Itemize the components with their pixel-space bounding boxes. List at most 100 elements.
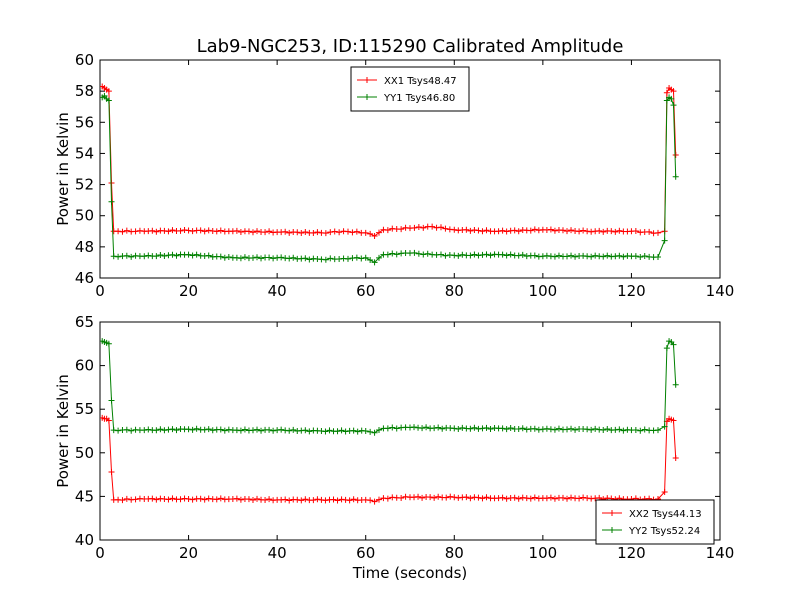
series-point	[327, 255, 334, 262]
series-point	[193, 251, 200, 258]
series-point	[241, 254, 248, 261]
series-point	[515, 426, 522, 433]
series-point	[641, 426, 648, 433]
series-point	[568, 425, 575, 432]
series-point	[495, 495, 502, 502]
series-point	[431, 425, 438, 432]
series-point	[483, 251, 490, 258]
series-point	[670, 417, 677, 424]
series-point	[128, 253, 135, 260]
series-point	[419, 425, 426, 432]
series-point	[302, 228, 309, 235]
series-point	[475, 494, 482, 501]
series-point	[442, 252, 449, 259]
series-point	[362, 229, 369, 236]
series-2	[100, 338, 679, 436]
series-point	[551, 495, 558, 502]
series-point	[302, 496, 309, 503]
legend: XX1 Tsys48.47 YY1 Tsys46.80	[350, 66, 470, 112]
series-point	[455, 252, 462, 259]
series-point	[479, 228, 486, 235]
series-point	[371, 498, 378, 505]
series-point	[398, 226, 405, 233]
series-point	[600, 253, 607, 260]
series-point	[193, 425, 200, 432]
series-point	[110, 427, 117, 434]
series-point	[237, 229, 244, 236]
x-tick-label: 40	[268, 544, 287, 562]
series-point	[362, 428, 369, 434]
series-point	[371, 429, 378, 436]
series-point	[314, 229, 321, 236]
series-point	[314, 496, 321, 503]
series-point	[123, 495, 130, 502]
series-point	[531, 425, 538, 432]
series-point	[487, 252, 494, 259]
top-panel: Lab9-NGC253, ID:115290 Calibrated Amplit…	[54, 36, 734, 300]
series-point	[511, 227, 518, 234]
series-point	[641, 253, 648, 260]
series-point	[637, 427, 644, 434]
series-point	[668, 95, 675, 102]
series-point	[105, 97, 112, 104]
series-point	[290, 426, 297, 433]
series-point	[411, 249, 418, 256]
series-point	[612, 253, 619, 260]
series-point	[254, 495, 261, 502]
series-point	[527, 495, 534, 502]
series-point	[110, 253, 117, 260]
series-point	[547, 226, 554, 233]
series-point	[580, 227, 587, 234]
series-point	[327, 229, 334, 236]
bottom-panel: Power in Kelvin Time (seconds) 0 20 40 60 80…	[54, 313, 734, 582]
series-point	[672, 173, 679, 180]
series-point	[415, 493, 422, 500]
series-point	[350, 496, 357, 503]
series-point	[580, 494, 587, 501]
series-point	[286, 229, 293, 236]
series-point	[655, 253, 661, 260]
series-point	[221, 254, 228, 261]
legend-marker	[364, 77, 370, 83]
series-point	[353, 228, 360, 235]
series-point	[371, 259, 378, 266]
series-point	[632, 227, 639, 234]
series-point	[254, 426, 261, 433]
series-point	[584, 426, 591, 433]
series-point	[334, 428, 341, 435]
series-point	[177, 227, 184, 234]
x-tick-label: 60	[356, 544, 375, 562]
series-point	[345, 228, 351, 235]
series-point	[576, 495, 583, 502]
series-point	[185, 251, 192, 258]
series-point	[451, 494, 458, 501]
series-point	[389, 424, 396, 431]
series-point	[632, 253, 639, 260]
series-point	[367, 230, 374, 237]
series-point	[588, 426, 595, 433]
series-point	[254, 228, 261, 235]
legend-marker	[364, 94, 370, 100]
series-point	[515, 252, 522, 259]
series-point	[286, 427, 293, 434]
series-point	[451, 226, 458, 233]
series-point	[169, 251, 176, 258]
series-point	[128, 427, 135, 434]
legend: XX2 Tsys44.13 YY2 Tsys52.24	[595, 499, 715, 545]
series-point	[507, 425, 514, 432]
series-point	[584, 253, 591, 260]
series-point	[600, 426, 607, 433]
series-point	[604, 426, 611, 433]
series-point	[475, 252, 482, 259]
series-point	[371, 232, 378, 239]
y-tick-label: 48	[75, 238, 94, 256]
series-point	[447, 493, 454, 500]
series-point	[471, 251, 478, 258]
series-point	[189, 252, 196, 259]
series-point	[237, 496, 244, 503]
series-point	[181, 495, 188, 502]
series-point	[564, 495, 571, 502]
series-point	[596, 227, 603, 234]
series-point	[367, 497, 374, 504]
series-point	[483, 494, 490, 501]
